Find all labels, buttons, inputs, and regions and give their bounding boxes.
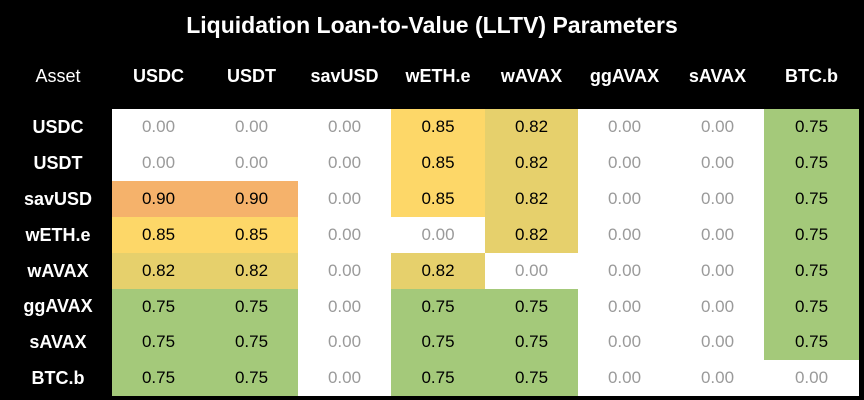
heatmap-cell: 0.00: [578, 109, 671, 145]
column-header: USDT: [227, 66, 276, 86]
row-label: BTC.b: [31, 368, 85, 388]
column-header: BTC.b: [785, 66, 838, 86]
heatmap-cell: 0.00: [578, 324, 671, 360]
heatmap-cell: 0.00: [298, 181, 391, 217]
heatmap-cell: 0.75: [485, 289, 578, 324]
heatmap-cell: 0.85: [205, 217, 298, 253]
heatmap-cell: 0.85: [112, 217, 205, 253]
heatmap-cell: 0.75: [112, 324, 205, 360]
heatmap-cell: 0.75: [205, 324, 298, 360]
row-label: wAVAX: [27, 261, 89, 281]
heatmap-cell: 0.75: [485, 324, 578, 360]
heatmap-cell: 0.00: [578, 253, 671, 289]
heatmap-cell: 0.82: [485, 217, 578, 253]
heatmap-cell: 0.85: [391, 145, 485, 181]
row-label: wETH.e: [25, 225, 91, 245]
row-label: USDT: [33, 153, 83, 173]
chart-title: Liquidation Loan-to-Value (LLTV) Paramet…: [186, 12, 678, 38]
corner-label: Asset: [35, 66, 81, 86]
heatmap-cell: 0.00: [298, 360, 391, 396]
heatmap-cell: 0.75: [205, 289, 298, 324]
heatmap-cell: 0.00: [578, 289, 671, 324]
heatmap-cell: 0.75: [764, 324, 859, 360]
column-header: wETH.e: [405, 66, 471, 86]
heatmap-cell: 0.00: [298, 289, 391, 324]
heatmap-cell: 0.00: [112, 145, 205, 181]
heatmap-cell: 0.00: [298, 145, 391, 181]
heatmap-cell: 0.75: [391, 289, 485, 324]
heatmap-cell: 0.00: [671, 289, 764, 324]
column-header: sAVAX: [688, 66, 747, 86]
heatmap-cell: 0.82: [112, 253, 205, 289]
heatmap-cell: 0.00: [298, 109, 391, 145]
heatmap-cell: 0.00: [671, 360, 764, 396]
heatmap-cell: 0.00: [391, 217, 485, 253]
heatmap-cell: 0.00: [485, 253, 578, 289]
heatmap-cell: 0.75: [764, 109, 859, 145]
heatmap-cell: 0.00: [671, 145, 764, 181]
heatmap-cell: 0.00: [671, 217, 764, 253]
heatmap-cell: 0.00: [298, 324, 391, 360]
row-label: USDC: [32, 117, 84, 137]
heatmap-cell: 0.75: [112, 360, 205, 396]
row-label: ggAVAX: [23, 296, 93, 316]
heatmap-cell: 0.90: [205, 181, 298, 217]
heatmap-cell: 0.90: [112, 181, 205, 217]
heatmap-cell: 0.75: [485, 360, 578, 396]
heatmap-cell: 0.75: [764, 217, 859, 253]
heatmap-cell: 0.82: [485, 109, 578, 145]
column-header: wAVAX: [500, 66, 563, 86]
heatmap-cell: 0.75: [391, 360, 485, 396]
column-header: ggAVAX: [589, 66, 660, 86]
heatmap-cell: 0.00: [298, 217, 391, 253]
heatmap-cell: 0.00: [205, 145, 298, 181]
heatmap-cell: 0.75: [764, 289, 859, 324]
heatmap-cell: 0.00: [764, 360, 859, 396]
row-label: savUSD: [23, 189, 93, 209]
heatmap-cell: 0.00: [112, 109, 205, 145]
row-label: sAVAX: [29, 332, 87, 352]
heatmap-cell: 0.85: [391, 181, 485, 217]
heatmap-cell: 0.00: [578, 360, 671, 396]
heatmap-cell: 0.82: [485, 145, 578, 181]
heatmap-cell: 0.75: [764, 181, 859, 217]
heatmap-cell: 0.82: [205, 253, 298, 289]
heatmap-cell: 0.75: [764, 253, 859, 289]
heatmap-cell: 0.00: [671, 324, 764, 360]
heatmap-cell: 0.00: [671, 181, 764, 217]
heatmap-cell: 0.75: [112, 289, 205, 324]
heatmap-cell: 0.75: [205, 360, 298, 396]
heatmap-cell: 0.82: [391, 253, 485, 289]
heatmap-cell: 0.00: [671, 253, 764, 289]
heatmap-cell: 0.00: [578, 181, 671, 217]
column-header: USDC: [132, 66, 184, 86]
heatmap-cell: 0.75: [391, 324, 485, 360]
heatmap-cell: 0.00: [298, 253, 391, 289]
heatmap-cell: 0.00: [205, 109, 298, 145]
column-header: savUSD: [310, 66, 379, 86]
heatmap-cell: 0.00: [578, 217, 671, 253]
heatmap-cell: 0.00: [671, 109, 764, 145]
heatmap-cell: 0.75: [764, 145, 859, 181]
heatmap-cell: 0.00: [578, 145, 671, 181]
heatmap-cell: 0.82: [485, 181, 578, 217]
heatmap-cell: 0.85: [391, 109, 485, 145]
